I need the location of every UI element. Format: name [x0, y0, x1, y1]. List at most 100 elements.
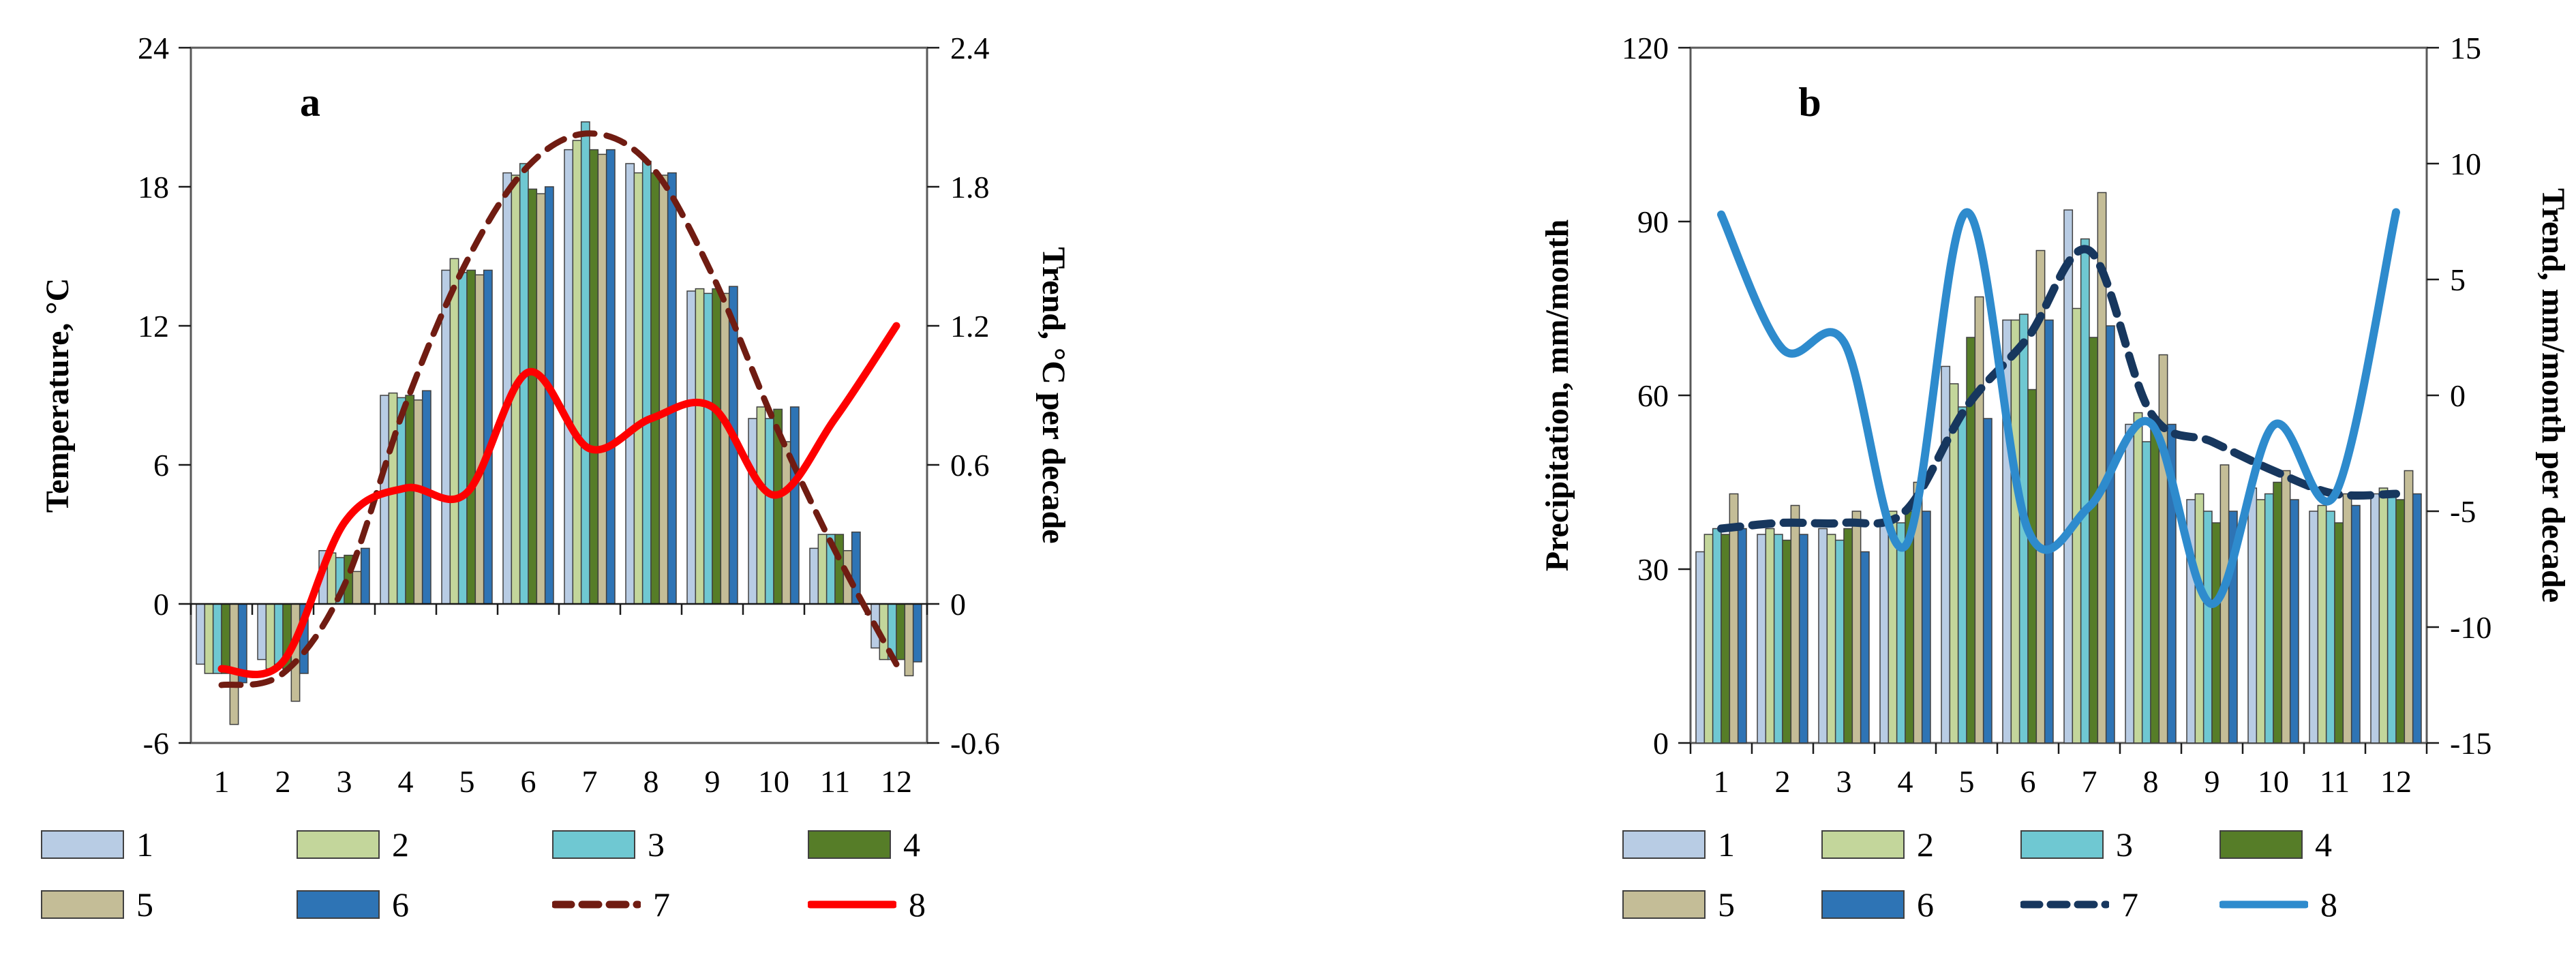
line-series-8	[217, 322, 900, 678]
bar-series-4	[650, 172, 661, 605]
left-tick-label: 18	[138, 170, 169, 204]
bar-series-2	[204, 603, 214, 674]
legend-color-swatch	[808, 830, 891, 859]
legend-label: 1	[136, 825, 153, 864]
bar-series-3	[2325, 511, 2335, 744]
left-axis-title: Temperature, °C	[40, 278, 76, 513]
bar-series-1	[2063, 209, 2074, 744]
bar-series-5	[720, 292, 730, 605]
bar-series-3	[212, 603, 222, 674]
bar-series-3	[703, 292, 713, 605]
left-tick-label: 6	[153, 448, 169, 483]
x-tick-label: 3	[1836, 764, 1852, 799]
bar-series-5	[1790, 504, 1800, 744]
x-tick-label: 5	[459, 764, 475, 799]
bar-series-4	[2211, 522, 2222, 744]
right-tick-label: 10	[2450, 147, 2481, 181]
precipitation-chart-canvas: 1 2 3 4 5 6 7 8 9 10 11 120306090120-15-10-5051015P…	[1539, 31, 2571, 799]
bar-series-1	[1941, 365, 1951, 744]
legend-label: 2	[392, 825, 409, 864]
bar-series-5	[597, 153, 607, 605]
temperature-chart-legend: 1 2 3 4 5 6 7 8	[20, 825, 1084, 924]
panel-letter: a	[300, 80, 320, 125]
bar-series-1	[2125, 423, 2135, 744]
x-tick-label: 6	[2020, 764, 2036, 799]
right-tick-label: 1.8	[950, 170, 990, 204]
bar-series-1	[441, 269, 451, 605]
legend-color-swatch	[41, 830, 124, 859]
bar-series-5	[413, 399, 423, 605]
bar-series-4	[221, 603, 231, 674]
bar-series-3	[1773, 534, 1783, 744]
x-tick-label: 4	[1898, 764, 1913, 799]
legend-color-swatch	[41, 890, 124, 919]
bar-series-5	[1974, 296, 1984, 744]
bar-series-2	[2256, 499, 2266, 744]
legend-item-5: 5	[1622, 885, 1821, 924]
legend-label: 5	[136, 885, 153, 924]
bar-series-4	[466, 269, 476, 605]
bar-series-2	[2010, 319, 2020, 744]
bar-series-3	[764, 418, 774, 605]
legend-item-4: 4	[808, 825, 1063, 864]
bar-series-5	[474, 274, 485, 605]
legend-item-3: 3	[552, 825, 808, 864]
bar-series-3	[641, 160, 652, 605]
left-tick-label: 12	[138, 309, 169, 344]
legend-item-8: 8	[2219, 885, 2419, 924]
x-tick-label: 10	[2258, 764, 2289, 799]
legend-item-3: 3	[2020, 825, 2219, 864]
bar-series-4	[2334, 522, 2344, 744]
x-tick-label: 9	[705, 764, 721, 799]
bar-series-3	[1896, 522, 1906, 744]
legend-label: 8	[909, 885, 926, 924]
bar-series-6	[789, 406, 800, 605]
legend-item-2: 2	[297, 825, 552, 864]
legend-item-2: 2	[1821, 825, 2020, 864]
bar-series-6	[1737, 528, 1747, 744]
right-tick-label: 1.2	[950, 309, 990, 344]
left-tick-label: 0	[153, 587, 169, 622]
legend-color-swatch	[1821, 890, 1905, 919]
bar-series-5	[2281, 470, 2291, 744]
right-tick-label: 0.6	[950, 448, 990, 483]
legend-label: 4	[903, 825, 920, 864]
precipitation-chart-legend: 1 2 3 4 5 6 7 8	[1520, 825, 2576, 924]
bar-series-1	[686, 290, 697, 605]
bar-series-6	[2350, 504, 2361, 744]
legend-color-swatch	[552, 830, 635, 859]
bar-series-1	[502, 172, 513, 605]
bar-series-5	[536, 193, 546, 605]
bar-series-5	[2219, 464, 2230, 744]
bar-series-2	[2194, 493, 2204, 744]
x-tick-label: 9	[2204, 764, 2220, 799]
bar-series-6	[2044, 319, 2054, 744]
bar-series-1	[1757, 534, 1767, 744]
x-tick-label: 1	[214, 764, 230, 799]
legend-item-5: 5	[41, 885, 297, 924]
bar-series-2	[1765, 528, 1775, 744]
legend-item-7: 7	[2020, 885, 2219, 924]
bar-series-5	[2342, 493, 2352, 744]
bar-series-1	[196, 603, 206, 665]
bar-series-4	[1782, 539, 1792, 744]
right-tick-label: 2.4	[950, 31, 990, 65]
bar-series-5	[2404, 470, 2414, 744]
legend-label: 1	[1718, 825, 1735, 864]
bar-series-5	[1851, 511, 1862, 744]
bar-series-2	[1703, 534, 1714, 744]
legend-label: 3	[648, 825, 665, 864]
x-tick-label: 11	[820, 764, 850, 799]
legend-color-swatch	[297, 890, 380, 919]
bar-series-1	[1879, 522, 1890, 744]
right-tick-label: 5	[2450, 262, 2466, 297]
legend-color-swatch	[297, 830, 380, 859]
bar-series-4	[528, 188, 538, 605]
right-axis-title: Trend, mm/month per decade	[2535, 188, 2571, 603]
panel-letter: b	[1798, 80, 1821, 125]
plot-border	[190, 46, 928, 744]
bar-series-1	[380, 395, 390, 605]
bar-series-2	[756, 406, 766, 605]
bar-series-4	[2089, 337, 2099, 744]
x-tick-label: 7	[582, 764, 598, 799]
